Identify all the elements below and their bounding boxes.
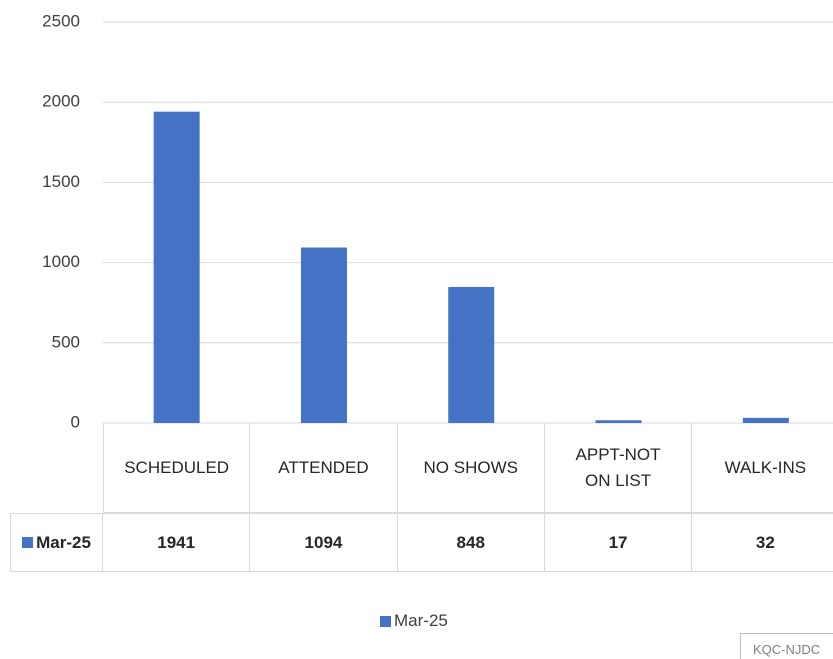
x-tick-label: NO SHOWS bbox=[397, 423, 545, 513]
x-tick-label: SCHEDULED bbox=[103, 423, 251, 513]
bar bbox=[300, 247, 347, 423]
legend: Mar-25 bbox=[380, 611, 448, 631]
bar bbox=[153, 111, 200, 423]
table-value: 1941 bbox=[103, 513, 251, 572]
y-tick-label: 1000 bbox=[42, 252, 80, 271]
x-tick-label: WALK-INS bbox=[692, 423, 833, 513]
table-value: 1094 bbox=[250, 513, 398, 572]
y-tick-label: 500 bbox=[52, 332, 80, 351]
series-name: Mar-25 bbox=[36, 532, 91, 552]
y-tick-label: 0 bbox=[71, 412, 80, 431]
y-tick-label: 2000 bbox=[42, 92, 80, 111]
x-tick-label: APPT-NOT ON LIST bbox=[544, 423, 693, 513]
bar bbox=[595, 420, 642, 423]
x-tick-label: ATTENDED bbox=[250, 423, 398, 513]
legend-swatch bbox=[22, 537, 34, 548]
table-value: 32 bbox=[692, 513, 833, 572]
table-row-header: Mar-25 bbox=[10, 513, 103, 572]
table-value: 848 bbox=[397, 513, 545, 572]
bar bbox=[448, 286, 495, 423]
watermark: KQC-NJDC bbox=[740, 633, 833, 659]
y-tick-label: 1500 bbox=[42, 172, 80, 191]
y-tick-label: 2500 bbox=[42, 11, 80, 30]
bar bbox=[742, 417, 789, 423]
legend-label: Mar-25 bbox=[394, 611, 448, 630]
table-value: 17 bbox=[544, 513, 693, 572]
legend-swatch bbox=[380, 615, 391, 627]
